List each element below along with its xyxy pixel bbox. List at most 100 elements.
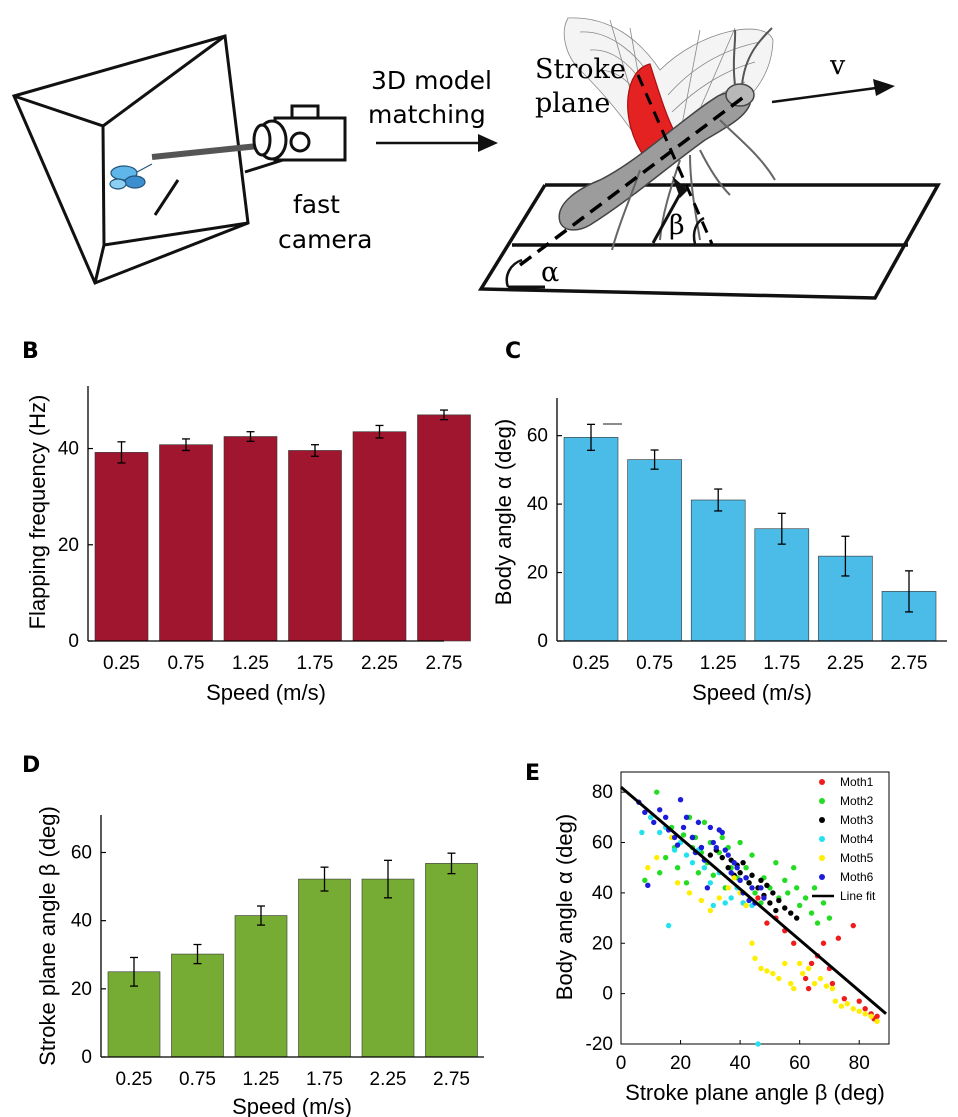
chart-e-point-moth3-12 bbox=[746, 880, 752, 886]
chart-e-point-moth2-41 bbox=[808, 910, 815, 916]
chart-c-x-tick-5: 2.75 bbox=[891, 653, 928, 674]
chart-c-x-tick-4: 2.25 bbox=[827, 653, 864, 674]
chart-e-point-moth5-3 bbox=[674, 880, 681, 886]
chart-e-point-moth6-5 bbox=[662, 814, 669, 821]
chart-d-bar-4 bbox=[361, 878, 415, 1058]
matching-label-line2: matching bbox=[368, 100, 486, 129]
chart-e-point-moth6-7 bbox=[671, 834, 678, 841]
chart-e-point-moth2-25 bbox=[737, 839, 743, 846]
chart-e-point-moth6-32 bbox=[749, 885, 755, 891]
moth-icon bbox=[109, 163, 153, 190]
chart-b-error-bar-2 bbox=[246, 431, 255, 442]
body-axis-line bbox=[518, 94, 747, 267]
chart-e-point-moth5-8 bbox=[725, 885, 731, 891]
chart-e-point-moth2-7 bbox=[674, 865, 681, 871]
chart-e-point-moth2-40 bbox=[802, 895, 809, 901]
chart-e-point-moth2-0 bbox=[642, 877, 648, 883]
chart-e-point-moth6-9 bbox=[677, 797, 684, 803]
chart-e-point-moth6-30 bbox=[743, 875, 749, 881]
chart-e-point-moth5-16 bbox=[770, 970, 776, 977]
chart-c-x-tick-2: 1.25 bbox=[700, 653, 737, 674]
chart-e-point-moth3-5 bbox=[725, 865, 731, 871]
chart-e-x-tick-4: 80 bbox=[849, 1053, 870, 1074]
chart-e-point-moth2-44 bbox=[820, 900, 827, 906]
chart-e-x-label: Stroke plane angle β (deg) bbox=[625, 1080, 885, 1105]
chart-e-y-tick-1: 0 bbox=[602, 984, 613, 1005]
chart-e-y-label: Body angle α (deg) bbox=[552, 814, 577, 1000]
camera-icon bbox=[252, 104, 347, 162]
chart-e-y-tick-2: 20 bbox=[592, 933, 613, 954]
chart-d-error-bar-4 bbox=[384, 859, 392, 899]
chart-e-point-moth1-6 bbox=[802, 975, 809, 982]
chart-d-error-bar-3 bbox=[320, 866, 329, 892]
camera-mount bbox=[153, 179, 180, 216]
chart-e-point-moth2-20 bbox=[719, 834, 725, 841]
chart-e-point-moth2-38 bbox=[793, 885, 800, 891]
chart-d-y-label: Stroke plane angle β (deg) bbox=[35, 806, 60, 1066]
chart-d-x-tick-0: 0.25 bbox=[116, 1069, 153, 1090]
chart-e-point-moth5-6 bbox=[707, 907, 714, 914]
chart-e-point-moth6-26 bbox=[731, 859, 737, 866]
camera-label-line2: camera bbox=[278, 225, 372, 254]
velocity-arrow-head bbox=[873, 79, 895, 96]
chart-e-point-moth6-2 bbox=[645, 882, 651, 889]
chart-e-point-moth4-15 bbox=[728, 895, 734, 901]
chart-e-legend-label-3: Moth4 bbox=[840, 832, 874, 846]
chart-d-y-tick-1: 20 bbox=[71, 979, 92, 1000]
chart-e-y-tick-4: 60 bbox=[592, 833, 613, 854]
chart-e-point-moth4-5 bbox=[671, 847, 678, 853]
chart-e-point-moth2-9 bbox=[683, 880, 690, 886]
chart-c-y-tick-1: 20 bbox=[527, 563, 548, 584]
chart-e-point-moth6-11 bbox=[683, 814, 690, 821]
chart-e-point-moth3-21 bbox=[776, 897, 782, 904]
chart-e-point-moth2-33 bbox=[773, 859, 779, 866]
chart-d-x-tick-4: 2.25 bbox=[370, 1069, 407, 1090]
chart-e-point-moth6-22 bbox=[719, 829, 725, 836]
chart-e-point-moth5-28 bbox=[832, 998, 839, 1004]
chart-e-point-moth2-4 bbox=[662, 854, 669, 861]
chart-d-error-bar-2 bbox=[257, 905, 265, 926]
chart-e-point-moth4-4 bbox=[665, 922, 672, 929]
chart-e-point-moth6-19 bbox=[710, 839, 717, 846]
chart-e-point-moth2-18 bbox=[710, 872, 717, 878]
panel-label-c: C bbox=[505, 339, 521, 364]
beta-reference-line bbox=[651, 184, 687, 244]
camera-sightline bbox=[151, 143, 259, 160]
chart-e-point-moth4-1 bbox=[648, 814, 654, 821]
chart-e-point-moth3-15 bbox=[758, 877, 764, 883]
chart-e-point-moth1-17 bbox=[862, 1006, 868, 1012]
chart-b-y-tick-1: 20 bbox=[58, 535, 79, 556]
chart-e-point-moth6-24 bbox=[725, 852, 731, 858]
chart-e-point-moth6-35 bbox=[761, 895, 767, 901]
chart-e-y-tick-0: -20 bbox=[586, 1034, 613, 1055]
chart-d-y-tick-3: 60 bbox=[71, 842, 92, 863]
chart-e-x-tick-2: 40 bbox=[730, 1053, 751, 1074]
chart-b-error-bar-3 bbox=[311, 444, 319, 457]
chart-e-legend-marker-4 bbox=[819, 855, 825, 861]
chart-e-point-moth6-10 bbox=[680, 824, 687, 831]
camera-label-line1: fast bbox=[293, 190, 340, 219]
chart-e-point-moth2-36 bbox=[785, 890, 791, 896]
chart-d-y-tick-2: 40 bbox=[71, 911, 92, 932]
chart-c-error-bar-4 bbox=[841, 535, 850, 577]
chart-e-y-tick-3: 40 bbox=[592, 883, 613, 904]
chart-b-bar-3 bbox=[288, 450, 342, 642]
chart-b-x-tick-3: 1.75 bbox=[297, 653, 334, 674]
chart-e-point-moth6-15 bbox=[698, 844, 705, 851]
chart-e-point-moth6-18 bbox=[707, 824, 714, 831]
chart-e-point-moth4-19 bbox=[755, 1041, 761, 1047]
chart-b-x-tick-5: 2.75 bbox=[426, 653, 463, 674]
stroke-plane-arrow bbox=[672, 176, 688, 198]
chart-b-x-tick-4: 2.25 bbox=[361, 653, 398, 674]
chart-c-y-label: Body angle α (deg) bbox=[491, 419, 516, 605]
chart-e-point-moth4-14 bbox=[722, 900, 728, 906]
chart-e-point-moth2-45 bbox=[826, 915, 833, 921]
chart-e-point-moth5-5 bbox=[698, 897, 705, 904]
chart-e-point-moth5-33 bbox=[862, 1011, 868, 1017]
chart-e-point-moth2-43 bbox=[814, 920, 821, 926]
chart-e-point-moth3-17 bbox=[764, 882, 770, 889]
chart-e-point-moth6-14 bbox=[695, 819, 702, 826]
chart-e-legend-marker-5 bbox=[819, 874, 825, 880]
chart-e-point-moth5-0 bbox=[645, 865, 651, 871]
